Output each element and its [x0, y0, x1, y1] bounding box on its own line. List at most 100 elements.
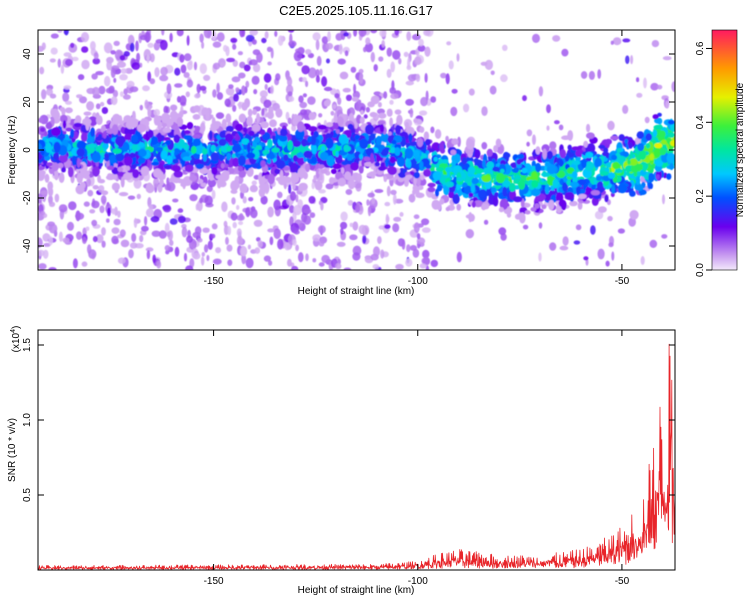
snr-x-axis-label: Height of straight line (km)	[298, 585, 415, 596]
noise-blob	[186, 79, 194, 88]
noise-blob	[575, 224, 582, 231]
noise-blob	[104, 75, 111, 87]
signal-blob	[48, 186, 54, 197]
signal-blob	[360, 110, 364, 115]
signal-blob	[572, 160, 581, 165]
signal-blob	[423, 131, 430, 141]
noise-blob	[248, 197, 254, 202]
signal-blob	[43, 130, 48, 137]
noise-blob	[315, 39, 320, 51]
noise-blob	[159, 74, 169, 82]
signal-blob	[354, 121, 358, 129]
noise-blob	[325, 183, 334, 190]
signal-blob	[524, 210, 531, 215]
snr-y-axis-label: SNR (10 * v/v)	[7, 418, 18, 482]
signal-blob	[112, 148, 122, 155]
noise-blob	[58, 231, 63, 242]
signal-blob	[131, 163, 137, 170]
noise-blob	[41, 42, 46, 50]
signal-blob	[228, 167, 235, 175]
noise-blob	[273, 228, 281, 240]
noise-blob	[389, 99, 394, 105]
signal-blob	[219, 130, 227, 139]
noise-blob	[49, 58, 56, 63]
noise-blob	[65, 100, 72, 105]
noise-blob	[145, 247, 154, 252]
signal-blob	[60, 114, 68, 123]
signal-blob	[374, 161, 380, 167]
noise-blob	[370, 51, 375, 63]
signal-blob	[264, 182, 270, 194]
noise-blob	[67, 221, 74, 231]
noise-blob	[169, 239, 174, 246]
noise-blob	[365, 37, 371, 45]
signal-blob	[425, 164, 432, 169]
noise-blob	[93, 52, 99, 60]
signal-blob	[101, 190, 109, 196]
noise-blob	[220, 62, 226, 67]
noise-blob	[385, 213, 389, 225]
noise-blob	[253, 219, 263, 227]
x-tick-label: -150	[204, 276, 224, 287]
noise-blob	[253, 89, 258, 95]
noise-blob	[174, 246, 180, 257]
signal-blob	[283, 154, 289, 162]
signal-blob	[627, 159, 631, 165]
signal-blob	[109, 154, 118, 164]
signal-blob	[44, 173, 50, 183]
signal-blob	[383, 175, 388, 182]
noise-blob	[43, 242, 51, 247]
signal-blob	[409, 141, 418, 147]
noise-blob	[559, 245, 569, 251]
noise-blob	[318, 262, 325, 267]
noise-blob	[293, 204, 302, 216]
noise-blob	[538, 252, 542, 262]
noise-blob	[362, 234, 367, 244]
signal-blob	[298, 182, 308, 191]
noise-blob	[390, 93, 399, 100]
noise-blob	[149, 78, 156, 85]
signal-blob	[272, 135, 276, 140]
signal-blob	[610, 135, 619, 141]
noise-blob	[392, 50, 401, 60]
signal-blob	[138, 148, 147, 157]
signal-blob	[157, 120, 163, 130]
signal-blob	[76, 140, 87, 151]
noise-blob	[264, 83, 268, 91]
signal-blob	[318, 164, 325, 169]
noise-blob	[353, 180, 362, 189]
noise-blob	[239, 61, 246, 69]
signal-blob	[247, 142, 251, 154]
noise-blob	[211, 30, 217, 41]
noise-blob	[125, 67, 133, 74]
noise-blob	[243, 64, 251, 72]
noise-blob	[128, 249, 134, 259]
noise-blob	[129, 86, 139, 93]
signal-blob	[319, 151, 329, 161]
noise-blob	[299, 101, 308, 109]
noise-blob	[403, 51, 409, 58]
signal-blob	[124, 133, 132, 140]
noise-blob	[189, 194, 198, 202]
signal-blob	[241, 138, 250, 145]
signal-blob	[624, 138, 629, 144]
signal-blob	[666, 173, 672, 180]
noise-blob	[526, 129, 533, 137]
signal-blob	[498, 207, 504, 213]
noise-blob	[142, 85, 150, 92]
noise-blob	[129, 242, 138, 249]
noise-blob	[117, 257, 126, 264]
signal-blob	[129, 152, 136, 159]
signal-blob	[526, 141, 530, 147]
signal-blob	[138, 142, 145, 148]
colorbar-tick-label: 0.4	[695, 115, 706, 129]
noise-blob	[392, 223, 400, 233]
signal-blob	[87, 143, 97, 149]
signal-blob	[470, 182, 476, 194]
signal-blob	[653, 124, 664, 130]
noise-blob	[261, 108, 265, 116]
signal-blob	[76, 157, 81, 169]
noise-blob	[390, 61, 396, 73]
signal-blob	[120, 176, 125, 188]
signal-blob	[333, 112, 338, 123]
